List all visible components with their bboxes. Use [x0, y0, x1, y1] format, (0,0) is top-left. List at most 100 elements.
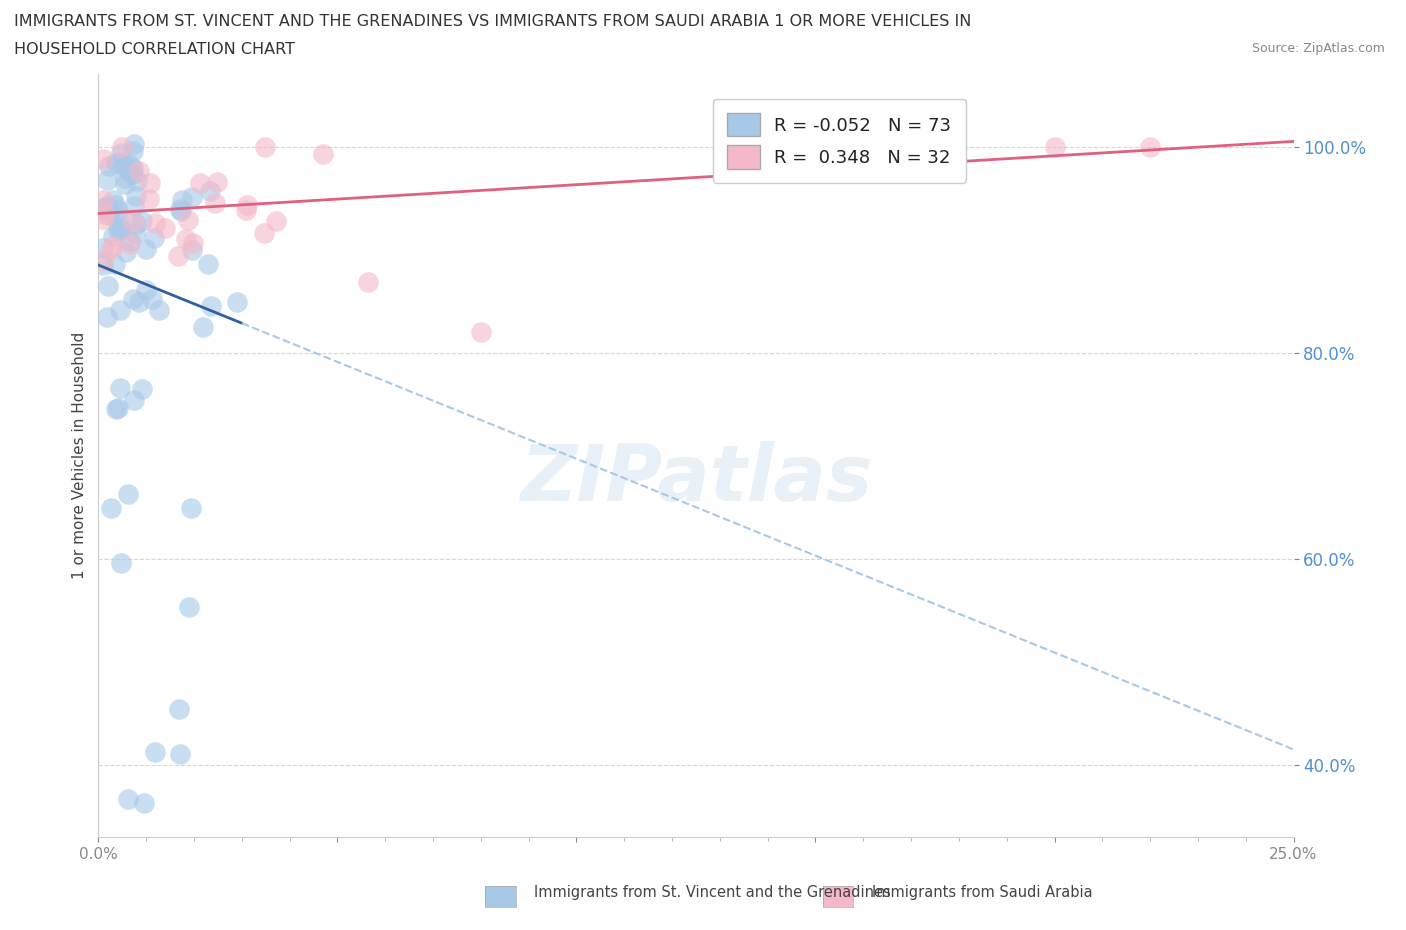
Point	[142, 231, 165, 246]
Y-axis label: 1 or more Vehicles in Household: 1 or more Vehicles in Household	[72, 332, 87, 579]
Point	[91, 211, 114, 226]
Point	[470, 325, 492, 339]
Point	[91, 258, 114, 272]
Point	[91, 193, 114, 207]
Point	[132, 795, 155, 810]
Point	[121, 162, 143, 177]
Point	[1043, 140, 1066, 154]
Point	[108, 156, 131, 171]
Point	[91, 241, 114, 256]
Point	[1139, 140, 1161, 154]
Point	[180, 242, 202, 257]
Point	[125, 217, 148, 232]
Point	[104, 257, 127, 272]
Point	[108, 302, 131, 317]
Point	[197, 257, 219, 272]
Point	[101, 238, 124, 253]
Text: HOUSEHOLD CORRELATION CHART: HOUSEHOLD CORRELATION CHART	[14, 42, 295, 57]
Point	[110, 380, 132, 395]
Point	[135, 282, 157, 297]
Point	[117, 486, 139, 501]
Point	[170, 204, 193, 219]
Point	[141, 292, 163, 307]
Point	[180, 501, 202, 516]
Point	[125, 174, 148, 189]
Point	[121, 160, 143, 175]
Point	[122, 144, 145, 159]
Point	[311, 147, 333, 162]
Point	[121, 292, 143, 307]
Point	[96, 199, 118, 214]
Point	[122, 166, 145, 181]
Point	[198, 184, 221, 199]
Point	[143, 215, 166, 230]
Point	[205, 175, 228, 190]
Point	[114, 177, 136, 192]
Legend: R = -0.052   N = 73, R =  0.348   N = 32: R = -0.052 N = 73, R = 0.348 N = 32	[713, 99, 966, 183]
Point	[226, 294, 249, 309]
Point	[254, 140, 277, 154]
Point	[253, 226, 276, 241]
Point	[91, 253, 114, 268]
Point	[138, 191, 160, 206]
Point	[177, 212, 200, 227]
Point	[101, 229, 124, 244]
Point	[118, 233, 141, 248]
Point	[104, 155, 127, 170]
Point	[91, 152, 114, 166]
Point	[122, 215, 145, 230]
Point	[91, 201, 114, 216]
Point	[135, 242, 157, 257]
Point	[122, 392, 145, 407]
Text: Source: ZipAtlas.com: Source: ZipAtlas.com	[1251, 42, 1385, 55]
Point	[204, 195, 226, 210]
Point	[153, 220, 176, 235]
Point	[96, 172, 118, 187]
Point	[110, 555, 132, 570]
Point	[100, 501, 122, 516]
Point	[169, 202, 191, 217]
Point	[118, 156, 141, 171]
Point	[180, 189, 202, 204]
Point	[91, 201, 114, 216]
Point	[131, 213, 153, 228]
Point	[236, 197, 259, 212]
Point	[188, 176, 211, 191]
Point	[148, 303, 170, 318]
Point	[97, 207, 120, 222]
Point	[120, 237, 142, 252]
Point	[107, 400, 129, 415]
Point	[166, 248, 188, 263]
Point	[128, 294, 150, 309]
Point	[100, 241, 122, 256]
Point	[107, 222, 129, 237]
Point	[122, 137, 145, 152]
Point	[125, 189, 148, 204]
Point	[108, 219, 131, 234]
Point	[93, 206, 115, 221]
Point	[193, 319, 215, 334]
Point	[115, 245, 138, 259]
Point	[110, 145, 132, 160]
Point	[105, 401, 128, 416]
Point	[174, 232, 197, 246]
Point	[200, 299, 222, 313]
Point	[122, 199, 145, 214]
Point	[101, 193, 124, 207]
Point	[181, 235, 204, 250]
Point	[169, 746, 191, 761]
Point	[97, 278, 120, 293]
Point	[124, 226, 146, 241]
Point	[117, 164, 139, 179]
Point	[112, 159, 135, 174]
Point	[264, 213, 287, 228]
Point	[107, 209, 129, 224]
Text: Immigrants from St. Vincent and the Grenadines: Immigrants from St. Vincent and the Gren…	[534, 885, 891, 900]
Point	[167, 701, 190, 716]
Point	[128, 164, 150, 179]
Point	[177, 599, 200, 614]
Point	[104, 198, 127, 213]
Point	[117, 791, 139, 806]
Point	[139, 176, 162, 191]
Point	[110, 223, 132, 238]
